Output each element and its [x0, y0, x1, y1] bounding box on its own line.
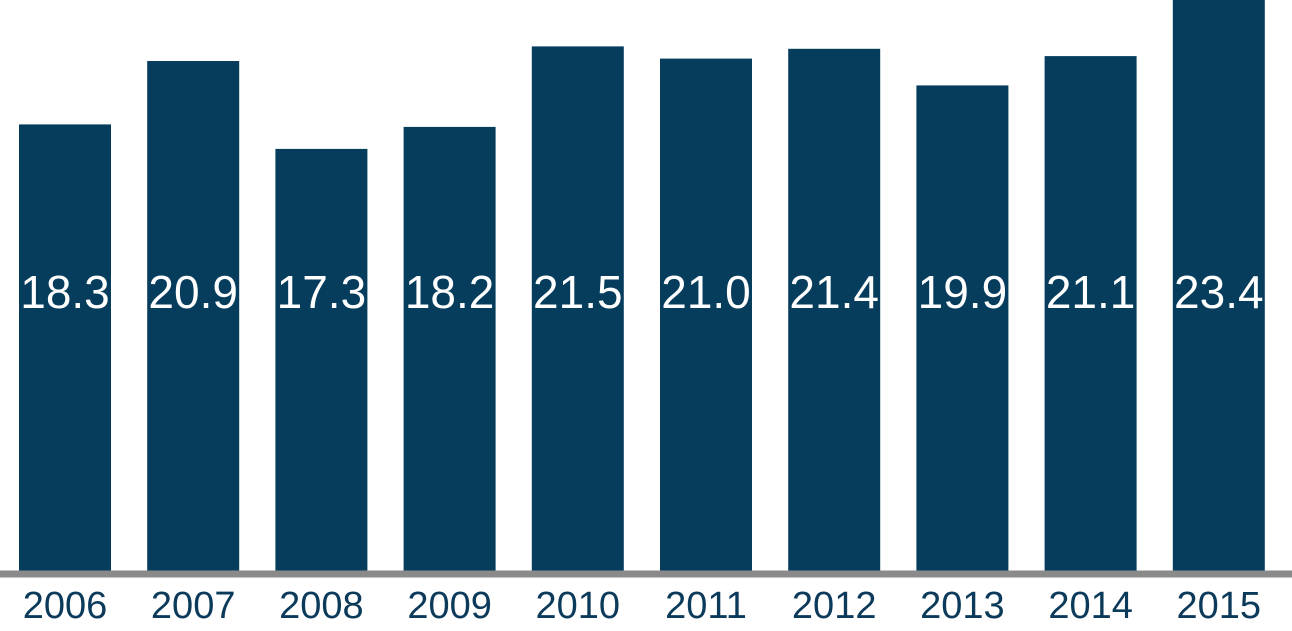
bars-group	[19, 0, 1265, 572]
bar-labels-group: 18.3 20.9 17.3 18.2 21.5 21.0 21.4 19.9 21.1 23.4	[20, 266, 1263, 318]
bar-value-label-2006: 18.3	[20, 266, 110, 318]
x-tick-label-2010: 2010	[536, 585, 621, 627]
x-tick-label-2014: 2014	[1048, 585, 1133, 627]
x-tick-label-2015: 2015	[1177, 585, 1262, 627]
bar-2008	[275, 148, 368, 571]
bar-2006	[19, 124, 111, 572]
bar-2015	[1172, 0, 1265, 571]
bar-value-label-2013: 19.9	[918, 266, 1008, 318]
bar-2009	[403, 126, 496, 572]
bar-2007	[147, 61, 240, 571]
bar-value-label-2007: 20.9	[148, 266, 238, 318]
bar-2011	[660, 58, 752, 572]
x-tick-label-2011: 2011	[665, 585, 747, 627]
bar-value-label-2015: 23.4	[1174, 266, 1264, 318]
bar-value-label-2010: 21.5	[533, 266, 623, 318]
bar-2013	[916, 85, 1009, 572]
x-tick-label-2008: 2008	[279, 585, 364, 627]
x-tick-label-2006: 2006	[23, 585, 108, 627]
bar-2010	[531, 46, 624, 571]
bar-value-label-2009: 18.2	[405, 266, 495, 318]
bar-2014	[1044, 56, 1137, 572]
bar-2012	[788, 48, 881, 572]
x-tick-label-2007: 2007	[151, 585, 236, 627]
x-tick-labels-group: 2006 2007 2008 2009 2010 2011 2012 2013 2014 2015	[23, 585, 1261, 627]
x-tick-label-2012: 2012	[792, 585, 877, 627]
bar-value-label-2011: 21.0	[661, 266, 751, 318]
bar-value-label-2014: 21.1	[1046, 266, 1136, 318]
bar-value-label-2008: 17.3	[277, 266, 367, 318]
bar-value-label-2012: 21.4	[789, 266, 879, 318]
x-tick-label-2009: 2009	[407, 585, 492, 627]
x-tick-label-2013: 2013	[920, 585, 1005, 627]
